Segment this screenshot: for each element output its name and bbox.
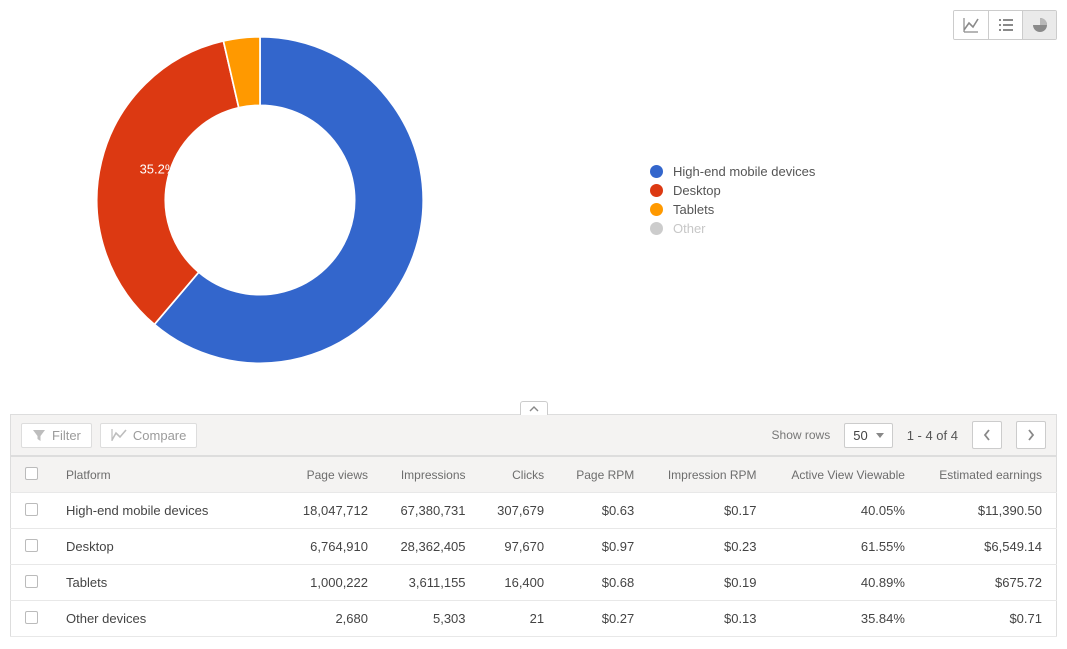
compare-label: Compare (133, 428, 186, 443)
data-table: Platform Page views Impressions Clicks P… (10, 456, 1057, 637)
pie-chart-icon (1031, 16, 1049, 34)
table-row: Tablets1,000,2223,611,15516,400$0.68$0.1… (11, 565, 1057, 601)
cell-platform: Other devices (52, 601, 272, 637)
table-toolbar: Filter Compare Show rows 50 1 - 4 of 4 (10, 414, 1057, 456)
donut-chart: 61.2% 35.2% (90, 30, 430, 370)
cell-impressions: 28,362,405 (382, 529, 480, 565)
donut-pct-label-0: 61.2% (262, 247, 299, 262)
legend-item-2[interactable]: Tablets (650, 202, 815, 217)
cell-impr-rpm: $0.19 (648, 565, 770, 601)
col-header-impression-rpm[interactable]: Impression RPM (648, 457, 770, 493)
cell-clicks: 21 (480, 601, 559, 637)
cell-earnings: $0.71 (919, 601, 1057, 637)
col-header-platform[interactable]: Platform (52, 457, 272, 493)
cell-avv: 40.05% (771, 493, 919, 529)
filter-button[interactable]: Filter (21, 423, 92, 448)
cell-page-views: 2,680 (272, 601, 382, 637)
list-icon (997, 16, 1015, 34)
col-header-avv[interactable]: Active View Viewable (771, 457, 919, 493)
show-rows-label: Show rows (772, 428, 831, 442)
legend-swatch-0 (650, 165, 663, 178)
cell-platform: Tablets (52, 565, 272, 601)
cell-page-rpm: $0.97 (558, 529, 648, 565)
view-line-chart-button[interactable] (954, 11, 988, 39)
chevron-right-icon (1027, 429, 1035, 441)
chevron-up-icon (529, 406, 539, 412)
page-size-select[interactable]: 50 (844, 423, 892, 448)
compare-button[interactable]: Compare (100, 423, 197, 448)
legend-swatch-1 (650, 184, 663, 197)
row-checkbox[interactable] (25, 611, 38, 624)
chevron-left-icon (983, 429, 991, 441)
legend-label: Tablets (673, 202, 714, 217)
compare-icon (111, 428, 127, 442)
chevron-down-icon (876, 433, 884, 438)
cell-impr-rpm: $0.13 (648, 601, 770, 637)
row-checkbox[interactable] (25, 539, 38, 552)
cell-earnings: $6,549.14 (919, 529, 1057, 565)
donut-pct-label-1: 35.2% (140, 162, 177, 177)
legend-label: Other (673, 221, 706, 236)
cell-page-rpm: $0.27 (558, 601, 648, 637)
row-checkbox[interactable] (25, 575, 38, 588)
chart-legend: High-end mobile devices Desktop Tablets … (650, 160, 815, 240)
row-checkbox[interactable] (25, 503, 38, 516)
legend-swatch-2 (650, 203, 663, 216)
legend-item-1[interactable]: Desktop (650, 183, 815, 198)
cell-platform: Desktop (52, 529, 272, 565)
cell-page-views: 6,764,910 (272, 529, 382, 565)
cell-clicks: 307,679 (480, 493, 559, 529)
col-header-page-views[interactable]: Page views (272, 457, 382, 493)
next-page-button[interactable] (1016, 421, 1046, 449)
legend-label: High-end mobile devices (673, 164, 815, 179)
cell-impressions: 5,303 (382, 601, 480, 637)
cell-impr-rpm: $0.23 (648, 529, 770, 565)
view-pie-chart-button[interactable] (1022, 11, 1056, 39)
filter-icon (32, 428, 46, 442)
filter-label: Filter (52, 428, 81, 443)
cell-earnings: $11,390.50 (919, 493, 1057, 529)
cell-avv: 35.84% (771, 601, 919, 637)
cell-avv: 61.55% (771, 529, 919, 565)
chart-area: 61.2% 35.2% High-end mobile devices Desk… (10, 10, 1057, 400)
select-all-checkbox[interactable] (25, 467, 38, 480)
col-header-earnings[interactable]: Estimated earnings (919, 457, 1057, 493)
legend-swatch-3 (650, 222, 663, 235)
page-size-value: 50 (853, 428, 867, 443)
line-chart-icon (962, 16, 980, 34)
table-row: Other devices2,6805,30321$0.27$0.1335.84… (11, 601, 1057, 637)
table-row: Desktop6,764,91028,362,40597,670$0.97$0.… (11, 529, 1057, 565)
cell-page-views: 18,047,712 (272, 493, 382, 529)
pagination-range: 1 - 4 of 4 (907, 428, 958, 443)
table-row: High-end mobile devices18,047,71267,380,… (11, 493, 1057, 529)
cell-impressions: 3,611,155 (382, 565, 480, 601)
cell-avv: 40.89% (771, 565, 919, 601)
cell-earnings: $675.72 (919, 565, 1057, 601)
cell-page-rpm: $0.68 (558, 565, 648, 601)
view-toggle (953, 10, 1057, 40)
cell-clicks: 16,400 (480, 565, 559, 601)
cell-page-rpm: $0.63 (558, 493, 648, 529)
col-header-impressions[interactable]: Impressions (382, 457, 480, 493)
view-list-button[interactable] (988, 11, 1022, 39)
cell-impr-rpm: $0.17 (648, 493, 770, 529)
col-header-clicks[interactable]: Clicks (480, 457, 559, 493)
cell-platform: High-end mobile devices (52, 493, 272, 529)
cell-impressions: 67,380,731 (382, 493, 480, 529)
legend-item-3[interactable]: Other (650, 221, 815, 236)
legend-label: Desktop (673, 183, 721, 198)
cell-clicks: 97,670 (480, 529, 559, 565)
legend-item-0[interactable]: High-end mobile devices (650, 164, 815, 179)
prev-page-button[interactable] (972, 421, 1002, 449)
cell-page-views: 1,000,222 (272, 565, 382, 601)
resize-handle[interactable] (520, 401, 548, 415)
col-header-page-rpm[interactable]: Page RPM (558, 457, 648, 493)
